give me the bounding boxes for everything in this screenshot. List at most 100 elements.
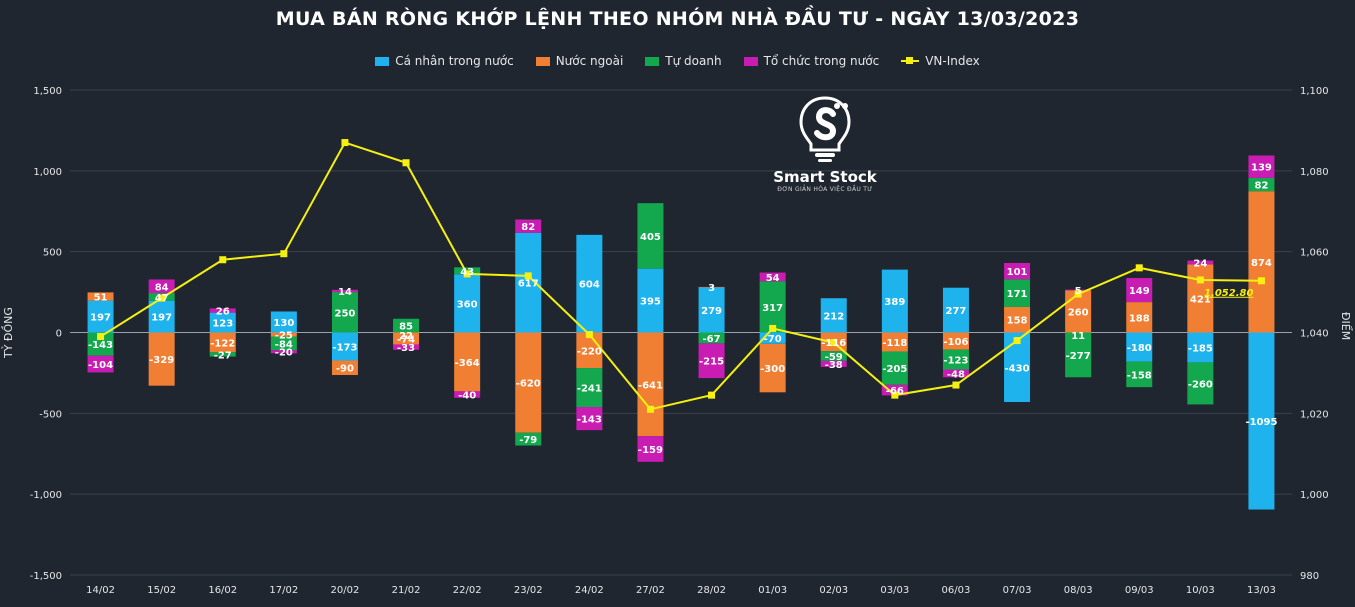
data-label: -1095 xyxy=(1245,417,1277,428)
legend-item-ca-nhan[interactable]: Cá nhân trong nước xyxy=(375,54,514,68)
x-tick-label: 02/03 xyxy=(819,585,848,596)
bar-ca_nhan xyxy=(1187,332,1214,363)
bar-ca_nhan xyxy=(1248,332,1275,510)
data-label: 171 xyxy=(1007,289,1028,300)
data-label: 82 xyxy=(521,222,535,233)
data-label: -260 xyxy=(1188,379,1213,390)
bar-nuoc_ngoai xyxy=(454,332,481,392)
data-label: -185 xyxy=(1188,343,1213,354)
data-label: 43 xyxy=(460,267,474,278)
vnindex-point xyxy=(402,159,410,167)
bar-nuoc_ngoai xyxy=(637,332,664,437)
bar-ca_nhan xyxy=(209,312,236,333)
data-label: -180 xyxy=(1127,343,1152,354)
data-label: -620 xyxy=(516,379,541,390)
data-label: -20 xyxy=(275,348,293,359)
data-label: 139 xyxy=(1251,163,1272,174)
y2-tick-label: 1,040 xyxy=(1300,329,1329,340)
x-tick-label: 21/02 xyxy=(392,585,421,596)
bar-ca_nhan xyxy=(637,268,664,333)
x-tick-label: 22/02 xyxy=(453,585,482,596)
data-label: -641 xyxy=(638,380,663,391)
data-label: 85 xyxy=(399,322,413,333)
y-tick-label: 1,000 xyxy=(33,167,62,178)
x-tick-label: 17/02 xyxy=(269,585,298,596)
bar-to_chuc xyxy=(942,369,969,378)
x-tick-label: 01/03 xyxy=(758,585,787,596)
y2-tick-label: 980 xyxy=(1300,571,1319,582)
bar-ca_nhan xyxy=(148,300,175,333)
data-label: -364 xyxy=(455,358,480,369)
x-tick-label: 16/02 xyxy=(208,585,237,596)
data-label: -116 xyxy=(821,338,846,349)
data-label: 405 xyxy=(640,232,661,243)
bar-to_chuc xyxy=(1126,278,1153,303)
x-tick-label: 07/03 xyxy=(1003,585,1032,596)
legend-item-vnindex[interactable]: VN-Index xyxy=(901,54,980,68)
legend-label-vnindex: VN-Index xyxy=(925,54,980,68)
bar-ca_nhan xyxy=(1004,332,1031,403)
smart-stock-logo: Smart Stock ĐƠN GIẢN HÓA VIỆC ĐẦU TƯ xyxy=(770,92,880,193)
data-label: 617 xyxy=(518,279,539,290)
bar-ca_nhan xyxy=(331,332,358,361)
bar-nuoc_ngoai xyxy=(881,332,908,352)
vnindex-point xyxy=(708,391,716,399)
data-label: -90 xyxy=(336,364,354,375)
data-label: 47 xyxy=(155,293,169,304)
bar-tu_doanh xyxy=(1248,177,1275,192)
data-label: 11 xyxy=(1071,331,1085,342)
x-tick-label: 10/03 xyxy=(1186,585,1215,596)
data-label: -48 xyxy=(947,369,965,380)
y-tick-label: -1,500 xyxy=(30,571,62,582)
y-tick-label: -500 xyxy=(39,409,62,420)
data-label: 24 xyxy=(1193,258,1207,269)
logo-tagline: ĐƠN GIẢN HÓA VIỆC ĐẦU TƯ xyxy=(777,186,873,193)
bar-to_chuc xyxy=(148,279,175,294)
y2-tick-label: 1,060 xyxy=(1300,248,1329,259)
bar-tu_doanh xyxy=(270,336,297,351)
data-label: 260 xyxy=(1068,307,1089,318)
legend-swatch-to-chuc xyxy=(743,56,758,66)
bar-tu_doanh xyxy=(637,203,664,269)
data-label: -300 xyxy=(760,364,785,375)
legend-item-tu-doanh[interactable]: Tự doanh xyxy=(645,54,722,68)
bar-tu_doanh xyxy=(942,349,969,370)
y-tick-label: 0 xyxy=(56,329,62,340)
x-tick-label: 08/03 xyxy=(1064,585,1093,596)
data-label: -59 xyxy=(825,352,843,363)
legend-label-ca-nhan: Cá nhân trong nước xyxy=(395,54,514,68)
bar-nuoc_ngoai xyxy=(331,360,358,376)
bar-to_chuc xyxy=(759,272,786,282)
bar-tu_doanh xyxy=(393,318,420,333)
bar-to_chuc xyxy=(1065,289,1092,291)
bar-nuoc_ngoai xyxy=(759,343,786,393)
data-label: -220 xyxy=(577,346,602,357)
data-label: 421 xyxy=(1190,294,1211,305)
x-tick-label: 20/02 xyxy=(331,585,360,596)
logo-name: Smart Stock xyxy=(773,168,877,186)
bar-nuoc_ngoai xyxy=(576,332,603,369)
x-tick-label: 03/03 xyxy=(880,585,909,596)
vnindex-point xyxy=(585,331,593,339)
bar-to_chuc xyxy=(87,355,114,373)
legend-item-nuoc-ngoai[interactable]: Nước ngoài xyxy=(535,54,623,68)
bar-ca_nhan xyxy=(881,269,908,333)
data-label: -79 xyxy=(519,435,537,446)
data-label: -33 xyxy=(397,343,415,354)
chart-title: MUA BÁN RÒNG KHỚP LỆNH THEO NHÓM NHÀ ĐẦU… xyxy=(275,8,1080,30)
data-label: 82 xyxy=(1254,181,1268,192)
data-label: -84 xyxy=(275,339,293,350)
bar-tu_doanh xyxy=(1126,361,1153,388)
legend-item-to-chuc[interactable]: Tổ chức trong nước xyxy=(743,54,879,68)
bar-tu_doanh xyxy=(87,332,114,356)
vnindex-point xyxy=(891,391,899,399)
data-label: -159 xyxy=(638,445,663,456)
data-label: -143 xyxy=(88,340,113,351)
bar-nuoc_ngoai xyxy=(393,332,420,345)
legend-swatch-tu-doanh xyxy=(645,56,660,66)
vnindex-point xyxy=(1074,290,1082,298)
y2-tick-label: 1,100 xyxy=(1300,86,1329,97)
vnindex-point xyxy=(1013,337,1021,345)
data-label: 22 xyxy=(399,331,413,342)
